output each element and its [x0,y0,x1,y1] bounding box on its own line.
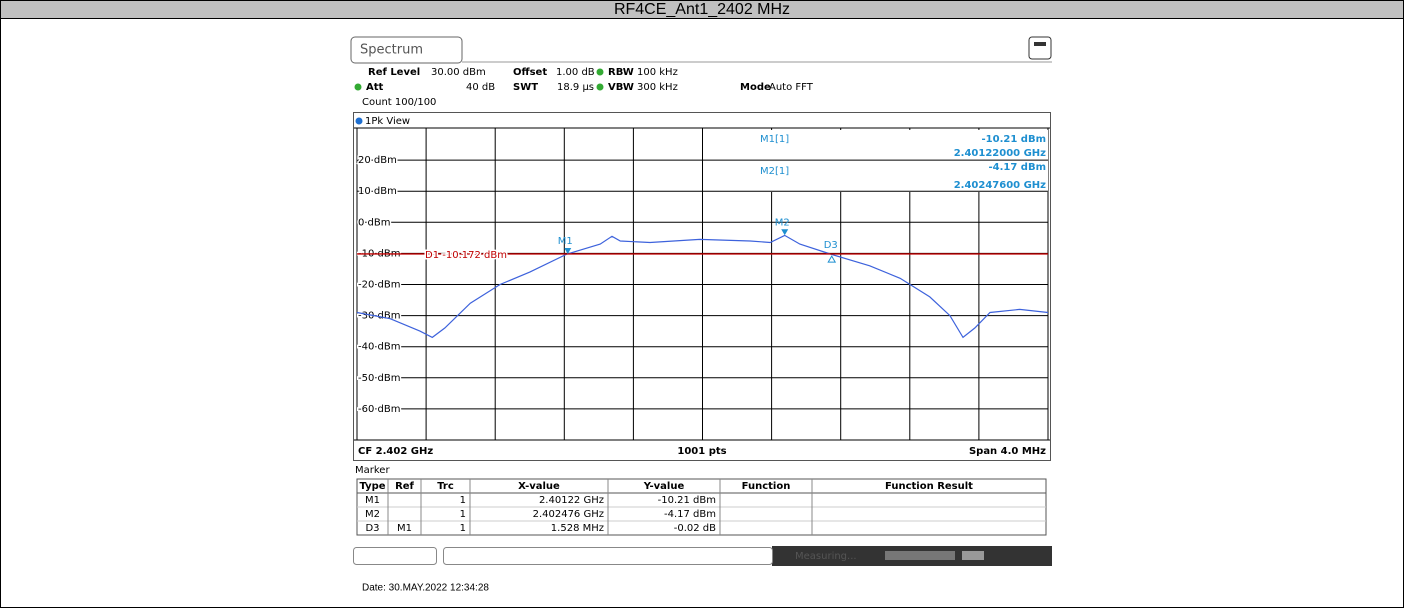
span-label: Span 4.0 MHz [969,446,1046,457]
marker [781,229,789,236]
setting: Ref Level [368,67,420,78]
setting: 300 kHz [637,82,678,93]
setting: Mode [740,82,771,93]
table-cell: 2.40122 GHz [539,495,604,506]
status-dot [596,83,604,91]
trace [356,234,1049,339]
marker-info-freq: 2.40122000 GHz [954,148,1046,159]
table-cell: 2.402476 GHz [533,509,604,520]
setting: SWT [513,82,538,93]
marker-label: D3 [824,240,838,251]
marker [564,248,572,255]
view-label: 1Pk View [365,116,410,127]
setting: VBW [608,82,634,93]
marker-info-name: M1[1] [760,134,789,145]
y-tick-label: 20 dBm [358,155,397,166]
marker-info-freq: 2.40247600 GHz [954,180,1046,191]
table-header: X-value [518,481,560,492]
trace-dot [355,117,363,125]
table-cell: -4.17 dBm [664,509,716,520]
setting: 100 kHz [637,67,678,78]
table-cell: 1 [460,523,466,534]
tab-label: Spectrum [360,43,423,58]
table-cell: 1 [460,509,466,520]
status-box [443,547,773,565]
table-cell: 1.528 MHz [551,523,604,534]
icon[interactable] [1028,36,1052,60]
icon-glyph [1034,42,1046,46]
setting: Att [366,82,384,93]
marker-info-level: -4.17 dBm [988,162,1046,173]
setting: RBW [608,67,634,78]
status: Measuring... [795,551,857,562]
progress-icon [962,551,984,560]
y-tick-label: 10 dBm [358,186,397,197]
marker-label: M1 [558,236,573,247]
date: Date: 30.MAY.2022 12:34:28 [362,583,489,594]
marker-delta [827,255,837,263]
y-tick-label: -20 dBm [358,280,400,291]
table-header: Y-value [643,481,685,492]
status-dot [354,83,362,91]
marker-info-bg [757,130,1048,192]
cf-label: CF 2.402 GHz [358,446,433,457]
table-header: Ref [395,481,414,492]
setting: Offset [513,67,547,78]
setting: Auto FFT [769,82,814,93]
table-cell: -0.02 dB [674,523,716,534]
table-cell: 1 [460,495,466,506]
marker-info-level: -10.21 dBm [982,134,1046,145]
status-box [353,547,437,565]
setting: 40 dB [466,82,495,93]
y-tick-label: -60 dBm [358,404,400,415]
setting: 18.9 µs [557,82,594,93]
y-tick-label: 0 dBm [358,217,391,228]
table-cell: M1 [397,523,412,534]
title: RF4CE_Ant1_2402 MHz [614,1,790,18]
table-cell: -10.21 dBm [658,495,716,506]
points-label: 1001 pts [677,446,726,457]
table-header: Function Result [885,481,973,492]
table-header: Trc [437,481,454,492]
status-dot [596,68,604,76]
tab[interactable] [350,36,463,64]
setting: 1.00 dB [556,67,595,78]
y-tick-label: -50 dBm [358,373,400,384]
progress [885,551,955,560]
marker-info-name: M2[1] [760,166,789,177]
marker-label: M2 [775,217,790,228]
table-cell: D3 [365,523,379,534]
table-header: Function [742,481,791,492]
table-cell: M2 [365,509,380,520]
setting: Count 100/100 [362,97,436,108]
table-cell: M1 [365,495,380,506]
display-line-label: D1 -10.172 dBm [425,250,507,261]
y-tick-label: -40 dBm [358,342,400,353]
setting: 30.00 dBm [431,67,486,78]
table-header: Type [359,481,385,492]
table-title: Marker [355,465,390,476]
